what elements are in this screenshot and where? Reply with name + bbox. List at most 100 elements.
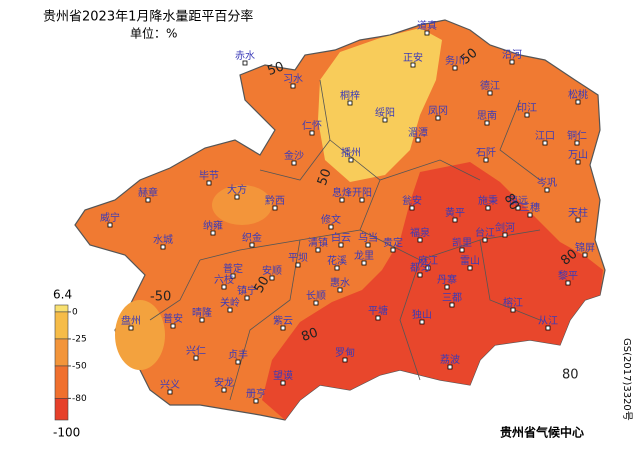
city-label: 赤水 xyxy=(235,50,255,62)
city-label: 贞丰 xyxy=(228,348,248,361)
city-label: 赫章 xyxy=(138,186,158,199)
city-marker xyxy=(435,115,441,121)
city-marker xyxy=(417,272,423,278)
city-label: 从江 xyxy=(538,315,558,327)
legend: 6.40 -25 -50 -80 -100 xyxy=(53,288,87,440)
city-marker xyxy=(210,230,216,236)
city-marker xyxy=(313,300,319,306)
city-label: 龙里 xyxy=(354,249,374,262)
city-marker xyxy=(365,242,371,248)
city-marker xyxy=(375,315,381,321)
city-marker xyxy=(449,302,455,308)
legend-label: 0 xyxy=(72,307,78,317)
city-marker xyxy=(419,319,425,325)
city-marker xyxy=(170,323,176,329)
city-marker xyxy=(337,287,343,293)
city-label: 榕江 xyxy=(503,296,523,309)
city-marker xyxy=(409,205,415,211)
city-marker xyxy=(444,284,450,290)
city-marker xyxy=(309,130,315,136)
city-marker xyxy=(221,387,227,393)
city-label: 息烽 xyxy=(332,186,352,199)
city-label: 晴隆 xyxy=(192,306,212,319)
city-label: 安顺 xyxy=(262,264,282,277)
city-label: 三都 xyxy=(442,292,462,304)
city-label: 江口 xyxy=(535,130,555,142)
city-label: 丹寨 xyxy=(437,273,457,286)
city-label: 石阡 xyxy=(476,147,496,159)
city-label: 凯里 xyxy=(452,236,472,249)
legend-label: -50 xyxy=(72,361,87,371)
city-marker xyxy=(167,389,173,395)
city-marker xyxy=(145,197,151,203)
legend-band xyxy=(54,304,69,313)
city-marker xyxy=(249,242,255,248)
city-label: 普定 xyxy=(223,262,243,275)
city-label: 湄潭 xyxy=(408,127,428,139)
city-marker xyxy=(452,217,458,223)
city-label: 天柱 xyxy=(568,206,588,219)
legend-band xyxy=(54,398,69,421)
legend-label: 6.4 xyxy=(53,288,72,302)
city-label: 纳雍 xyxy=(203,219,223,232)
city-marker xyxy=(291,160,297,166)
city-marker xyxy=(545,325,551,331)
city-marker xyxy=(483,157,489,163)
city-marker xyxy=(348,157,354,163)
city-label: 紫云 xyxy=(273,315,293,327)
city-label: 道真 xyxy=(417,19,437,32)
city-label: 大方 xyxy=(227,183,247,196)
agency: 贵州省气候中心 xyxy=(500,425,584,440)
city-label: 播州 xyxy=(341,146,361,159)
city-label: 剑河 xyxy=(495,221,515,234)
city-label: 盘州 xyxy=(121,314,141,327)
contour-label: 50 xyxy=(252,274,273,296)
city-label: 桐梓 xyxy=(340,89,360,102)
city-marker xyxy=(347,100,353,106)
city-label: 都匀 xyxy=(410,262,430,274)
city-label: 施秉 xyxy=(478,194,498,207)
city-label: 三穗 xyxy=(520,201,540,214)
city-label: 清镇 xyxy=(308,236,328,249)
city-label: 仁怀 xyxy=(302,120,322,132)
city-marker xyxy=(280,325,286,331)
city-marker xyxy=(390,247,396,253)
city-label: 织金 xyxy=(242,231,262,244)
city-marker xyxy=(242,60,248,66)
city-label: 德江 xyxy=(480,79,500,92)
city-label: 万山 xyxy=(568,149,588,161)
city-marker xyxy=(328,224,334,230)
legend-label: -80 xyxy=(72,394,87,404)
city-marker xyxy=(193,355,199,361)
city-marker xyxy=(244,295,250,301)
city-label: 兴仁 xyxy=(186,345,206,357)
city-marker xyxy=(565,280,571,286)
city-marker xyxy=(280,380,286,386)
city-label: 黔西 xyxy=(265,194,285,207)
city-label: 印江 xyxy=(517,102,537,114)
city-marker xyxy=(527,212,533,218)
city-label: 黄平 xyxy=(445,206,465,219)
city-marker xyxy=(206,180,212,186)
city-label: 台江 xyxy=(475,226,495,239)
city-marker xyxy=(510,307,516,313)
city-marker xyxy=(290,83,296,89)
city-label: 务川 xyxy=(445,54,465,67)
city-label: 花溪 xyxy=(327,254,347,267)
city-marker xyxy=(272,205,278,211)
city-label: 安龙 xyxy=(214,376,234,389)
contour-label: 50 xyxy=(265,59,286,79)
city-marker xyxy=(234,194,240,200)
city-marker xyxy=(253,398,259,404)
city-label: 关岭 xyxy=(220,296,240,309)
dry-zone xyxy=(262,162,603,420)
contour-label: 80 xyxy=(562,368,579,383)
city-label: 镇宁 xyxy=(237,284,257,297)
city-label: 独山 xyxy=(412,308,432,321)
city-marker xyxy=(575,99,581,105)
city-label: 雷山 xyxy=(460,255,480,267)
city-label: 松桃 xyxy=(568,88,588,101)
